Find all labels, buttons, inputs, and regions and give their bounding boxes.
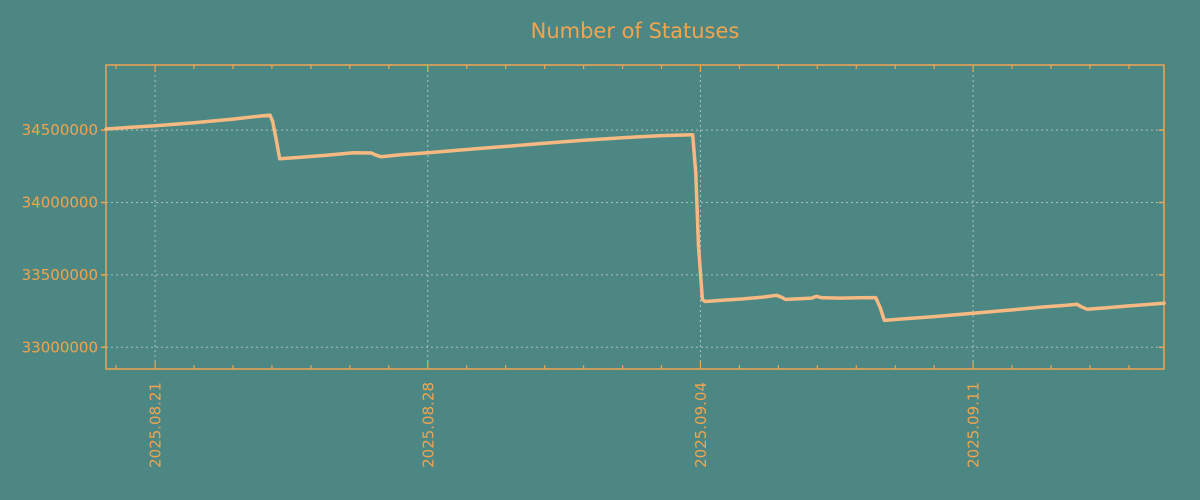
y-tick-label: 33500000	[22, 266, 98, 284]
x-tick-label: 2025.08.28	[419, 382, 437, 468]
x-tick-label: 2025.09.11	[965, 382, 983, 468]
x-tick-label: 2025.09.04	[692, 382, 710, 468]
y-tick-label: 33000000	[22, 338, 98, 356]
series-line-statuses	[104, 113, 1166, 323]
chart-title: Number of Statuses	[531, 19, 740, 43]
y-tick-label: 34500000	[22, 121, 98, 139]
x-tick-label: 2025.08.21	[147, 382, 165, 468]
plot-area: 33000000 33500000 34000000 34500000 2025.08.…	[22, 64, 1166, 468]
y-tick-label: 34000000	[22, 194, 98, 212]
plot-frame	[105, 64, 1165, 370]
